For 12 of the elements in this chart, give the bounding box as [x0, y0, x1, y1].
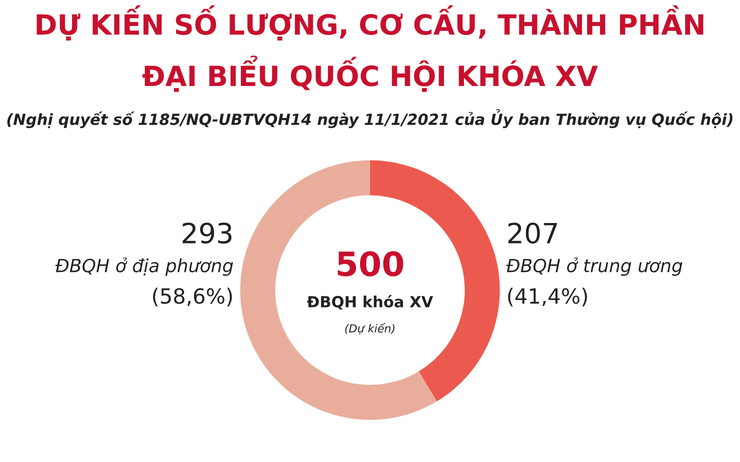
donut-slice — [240, 160, 437, 420]
text: ĐBQH khóa XV — [307, 295, 434, 310]
slice-label: ĐBQH ở địa phương — [55, 258, 233, 276]
data-label: 293 — [182, 222, 232, 244]
text: (58,6%) — [153, 288, 232, 306]
slice-label: ĐBQH ở trung ương — [506, 258, 682, 276]
data-label: 207 — [508, 222, 557, 244]
chart-title: DỰ KIẾN SỐ LƯỢNG, CƠ CẤU, THÀNH PHẦN ĐẠI BIỂU QUỐC HỘI KHÓA XV — [36, 5, 704, 92]
chart-subtitle: (Nghị quyết số 1185/NQ-UBTVQH14 ngày 11/1/2021 của Ủy ban Thường vụ Quốc hội) — [7, 109, 732, 128]
text: (41,4%) — [508, 288, 587, 306]
text: (Dự kiến) — [345, 323, 394, 334]
text: 500 — [338, 251, 404, 276]
